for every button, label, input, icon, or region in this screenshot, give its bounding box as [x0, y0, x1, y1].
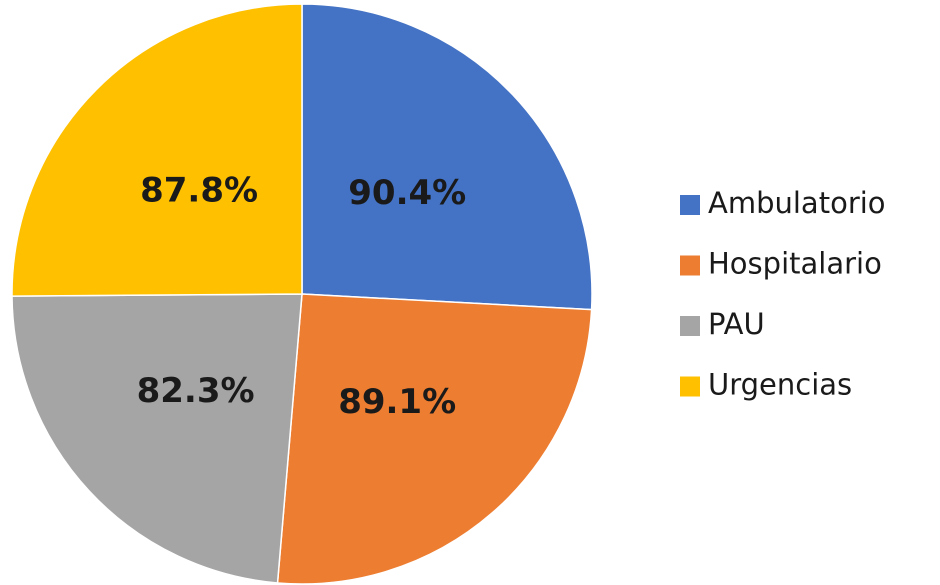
legend-label: PAU: [708, 307, 765, 341]
pie-slice: [301, 3, 593, 311]
legend-swatch: [680, 316, 700, 336]
legend-label: Ambulatorio: [708, 186, 886, 220]
legend-swatch: [680, 376, 700, 397]
pie-slice: [11, 3, 303, 297]
legend-label: Urgencias: [708, 368, 852, 402]
legend-swatch: [680, 195, 700, 215]
data-label: 82.3%: [137, 371, 255, 411]
legend-label: Hospitalario: [708, 247, 882, 281]
data-label: 87.8%: [140, 170, 258, 210]
pie-slice: [11, 293, 303, 584]
pie-slice: [276, 293, 593, 585]
data-label: 90.4%: [348, 173, 466, 213]
data-label: 89.1%: [338, 382, 456, 422]
legend-swatch: [680, 255, 700, 276]
